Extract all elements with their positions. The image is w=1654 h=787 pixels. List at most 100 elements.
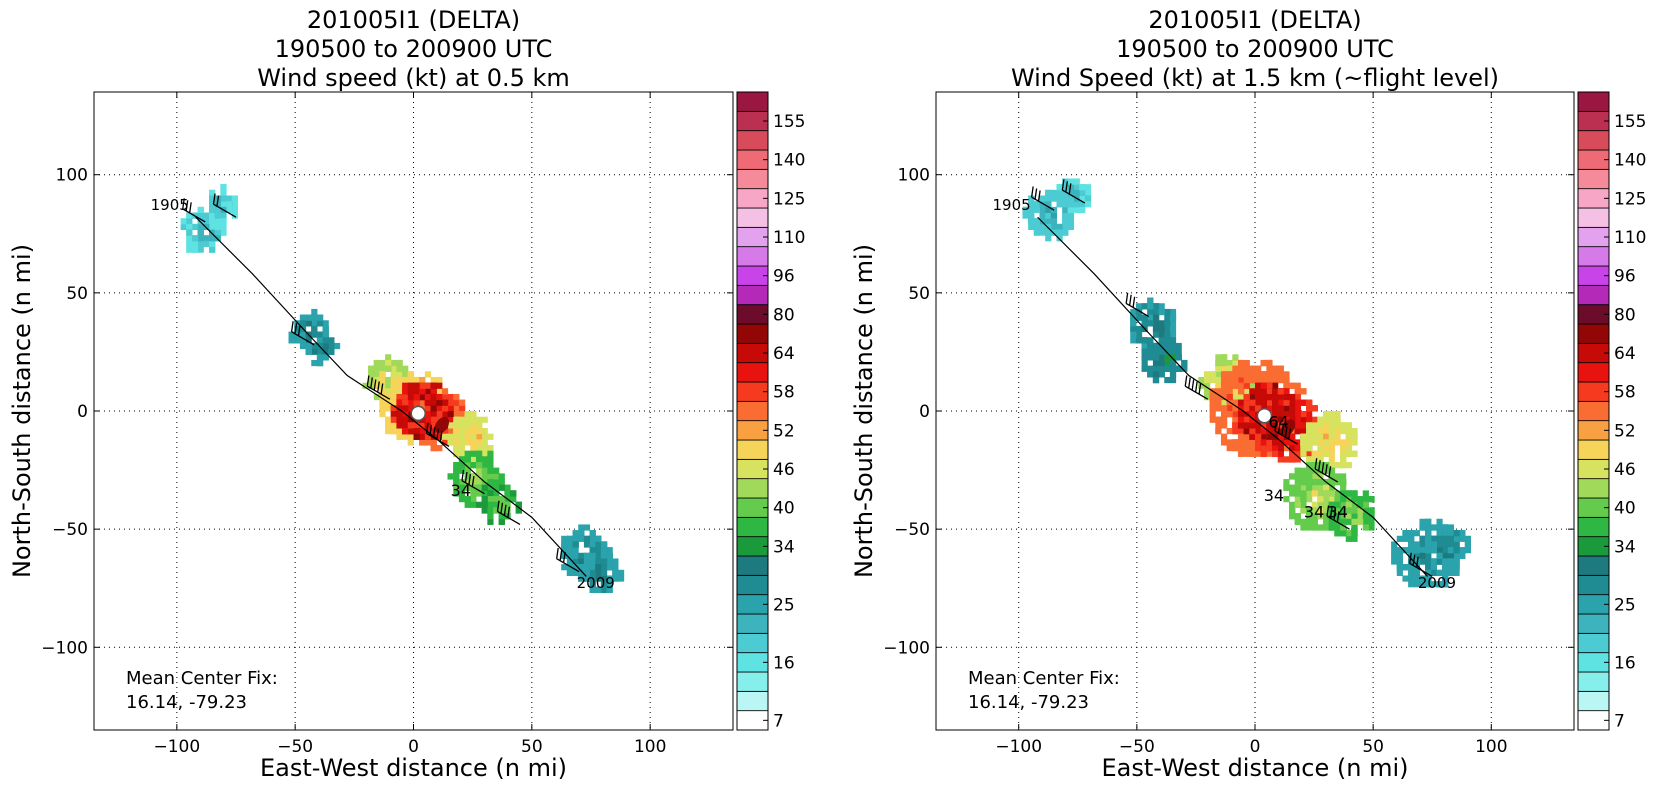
wind-cell: [402, 365, 409, 372]
colorbar-segment: [736, 91, 769, 112]
wind-cell: [566, 564, 574, 571]
wind-cell: [578, 524, 585, 531]
wind-cell: [589, 575, 596, 582]
wind-cell: [379, 393, 386, 401]
eyewall-cell: [1277, 428, 1284, 435]
eyewall-cell: [1272, 399, 1279, 406]
wind-cell: [1430, 524, 1437, 531]
wind-cell: [305, 348, 312, 355]
wind-cell: [475, 433, 483, 440]
wind-cell: [1243, 359, 1250, 367]
eyewall-cell: [1272, 393, 1279, 401]
wind-cell: [453, 422, 460, 429]
wind-cell: [1340, 507, 1347, 514]
wind-cell: [475, 484, 483, 491]
wind-cell: [1283, 496, 1290, 503]
eyewall-cell: [1266, 433, 1273, 440]
wind-cell: [1220, 371, 1228, 378]
wind-cell: [566, 541, 574, 548]
wind-cell: [373, 393, 380, 401]
wind-cell: [311, 348, 318, 355]
wind-cell: [1447, 547, 1454, 554]
wind-cell: [1237, 450, 1245, 457]
wind-cell: [1345, 490, 1352, 497]
wind-cell: [1419, 518, 1426, 525]
wind-cell: [600, 581, 608, 588]
wind-cell: [1062, 206, 1069, 214]
wind-cell: [1402, 575, 1409, 582]
wind-cell: [186, 246, 193, 253]
wind-cell: [475, 462, 483, 469]
wind-cell: [197, 212, 204, 219]
wind-cell: [464, 416, 471, 423]
eyewall-cell: [1260, 382, 1267, 389]
wind-cell: [1408, 530, 1415, 537]
wind-cell: [1334, 496, 1341, 503]
wind-cell: [1402, 564, 1409, 571]
wind-cell: [186, 212, 193, 219]
wind-cell: [1294, 513, 1301, 520]
wind-cell: [1345, 428, 1352, 435]
wind-cell: [464, 473, 471, 480]
wind-cell: [1209, 405, 1216, 412]
wind-cell: [1289, 484, 1296, 491]
wind-cell: [203, 218, 210, 225]
wind-cell: [1345, 535, 1352, 542]
wind-cell: [1459, 552, 1466, 559]
wind-cell: [1334, 433, 1341, 440]
eyewall-cell: [1255, 388, 1262, 395]
wind-cell: [322, 354, 329, 361]
wind-cell: [493, 501, 500, 508]
eyewall-cell: [407, 405, 414, 412]
wind-cell: [214, 229, 221, 236]
wind-cell: [1062, 195, 1069, 202]
wind-cell: [1323, 439, 1330, 446]
wind-cell: [1306, 433, 1313, 440]
eyewall-cell: [1260, 433, 1267, 440]
wind-cell: [1272, 450, 1279, 457]
wind-cell: [453, 399, 460, 406]
wind-cell: [1181, 359, 1188, 367]
wind-cell: [1294, 388, 1301, 395]
wind-cell: [1135, 314, 1143, 321]
colorbar-segment: [1577, 555, 1610, 576]
wind-cell: [572, 564, 579, 571]
wind-cell: [419, 399, 426, 406]
wind-cell: [197, 235, 204, 242]
wind-cell: [561, 564, 568, 571]
wind-cell: [379, 399, 386, 406]
eyewall-cell: [419, 393, 426, 401]
wind-cell: [1209, 371, 1216, 378]
wind-cell: [1067, 201, 1075, 208]
eyewall-cell: [407, 428, 414, 435]
eyewall-cell: [1249, 388, 1256, 395]
wind-cell: [1147, 354, 1154, 361]
chart-title-line: 190500 to 200900 UTC: [1116, 35, 1394, 63]
wind-cell: [1294, 411, 1301, 418]
wind-cell: [578, 530, 585, 537]
x-tick-label: 100: [634, 737, 666, 757]
wind-cell: [186, 218, 193, 225]
wind-cell: [316, 337, 324, 344]
wind-cell: [430, 376, 437, 384]
wind-cell: [566, 535, 574, 542]
wind-cell: [379, 376, 386, 384]
wind-cell: [1447, 535, 1454, 542]
wind-cell: [1022, 212, 1029, 219]
eyewall-cell: [1243, 416, 1250, 423]
colorbar-tick-label: 46: [1614, 460, 1636, 480]
eyewall-cell: [1237, 416, 1245, 423]
wind-cell: [1430, 541, 1437, 548]
wind-cell: [1232, 365, 1239, 372]
wind-cell: [595, 569, 602, 576]
wind-cell: [470, 462, 477, 469]
eyewall-cell: [1249, 428, 1256, 435]
colorbar-segment: [1577, 478, 1610, 499]
wind-cell: [373, 365, 380, 372]
eyewall-cell: [1255, 428, 1262, 435]
wind-cell: [1328, 496, 1335, 503]
x-tick-label: −50: [277, 737, 313, 757]
eyewall-cell: [1266, 399, 1273, 406]
colorbar-segment: [1577, 284, 1610, 306]
colorbar-tick-label: 155: [1614, 112, 1646, 132]
